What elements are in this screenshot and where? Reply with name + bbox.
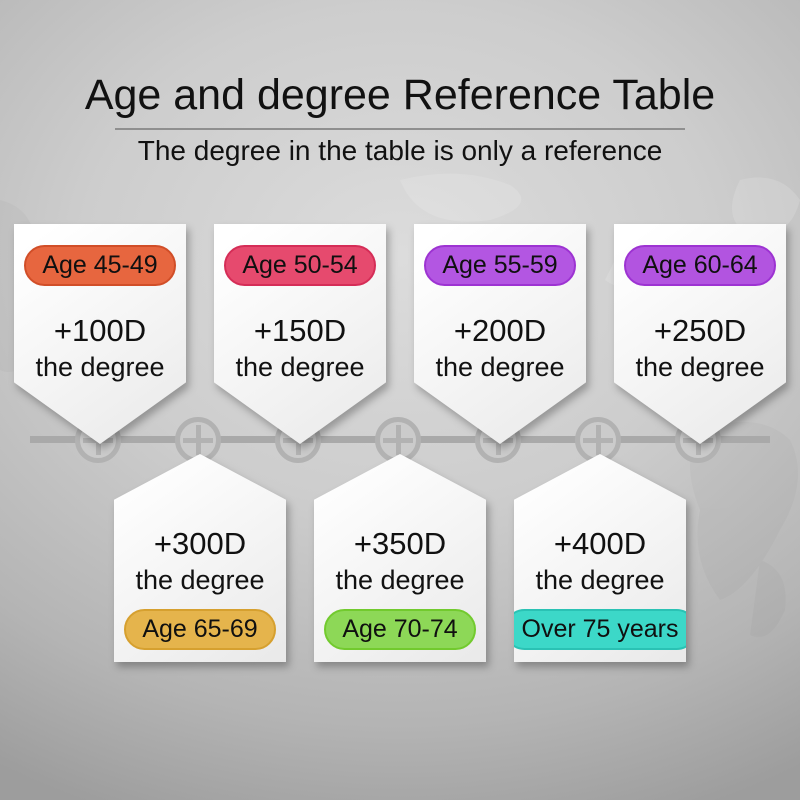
age-card-70-74: +350D the degree Age 70-74 [314, 454, 486, 662]
degree-caption: the degree [335, 565, 465, 595]
degree-caption: the degree [35, 352, 165, 382]
degree-value: +250D [653, 313, 747, 348]
age-badge: Age 60-64 [624, 245, 776, 286]
card-body: +400D the degree Over 75 years [514, 454, 686, 662]
age-badge: Age 45-49 [24, 245, 176, 286]
age-card-55-59: Age 55-59 +200D the degree [414, 224, 586, 444]
degree-value: +100D [53, 313, 147, 348]
degree-caption: the degree [635, 352, 765, 382]
card-body: Age 55-59 +200D the degree [414, 224, 586, 444]
degree-caption: the degree [435, 352, 565, 382]
title-divider [115, 128, 685, 131]
degree-caption: the degree [135, 565, 265, 595]
card-body: +350D the degree Age 70-74 [314, 454, 486, 662]
age-card-45-49: Age 45-49 +100D the degree [14, 224, 186, 444]
card-body: Age 50-54 +150D the degree [214, 224, 386, 444]
page-subtitle: The degree in the table is only a refere… [137, 135, 663, 167]
card-body: +300D the degree Age 65-69 [114, 454, 286, 662]
degree-value: +150D [253, 313, 347, 348]
degree-value: +350D [353, 526, 447, 561]
age-card-over-75: +400D the degree Over 75 years [514, 454, 686, 662]
age-badge: Age 55-59 [424, 245, 576, 286]
age-badge: Age 50-54 [224, 245, 376, 286]
age-card-60-64: Age 60-64 +250D the degree [614, 224, 786, 444]
degree-value: +300D [153, 526, 247, 561]
degree-caption: the degree [535, 565, 665, 595]
page-title: Age and degree Reference Table [84, 71, 716, 119]
age-card-50-54: Age 50-54 +150D the degree [214, 224, 386, 444]
age-badge: Over 75 years [514, 609, 686, 650]
degree-value: +400D [553, 526, 647, 561]
age-card-65-69: +300D the degree Age 65-69 [114, 454, 286, 662]
degree-caption: the degree [235, 352, 365, 382]
degree-value: +200D [453, 313, 547, 348]
card-body: Age 45-49 +100D the degree [14, 224, 186, 444]
card-body: Age 60-64 +250D the degree [614, 224, 786, 444]
age-badge: Age 65-69 [124, 609, 276, 650]
age-badge: Age 70-74 [324, 609, 476, 650]
header: Age and degree Reference Table The degre… [0, 71, 800, 167]
